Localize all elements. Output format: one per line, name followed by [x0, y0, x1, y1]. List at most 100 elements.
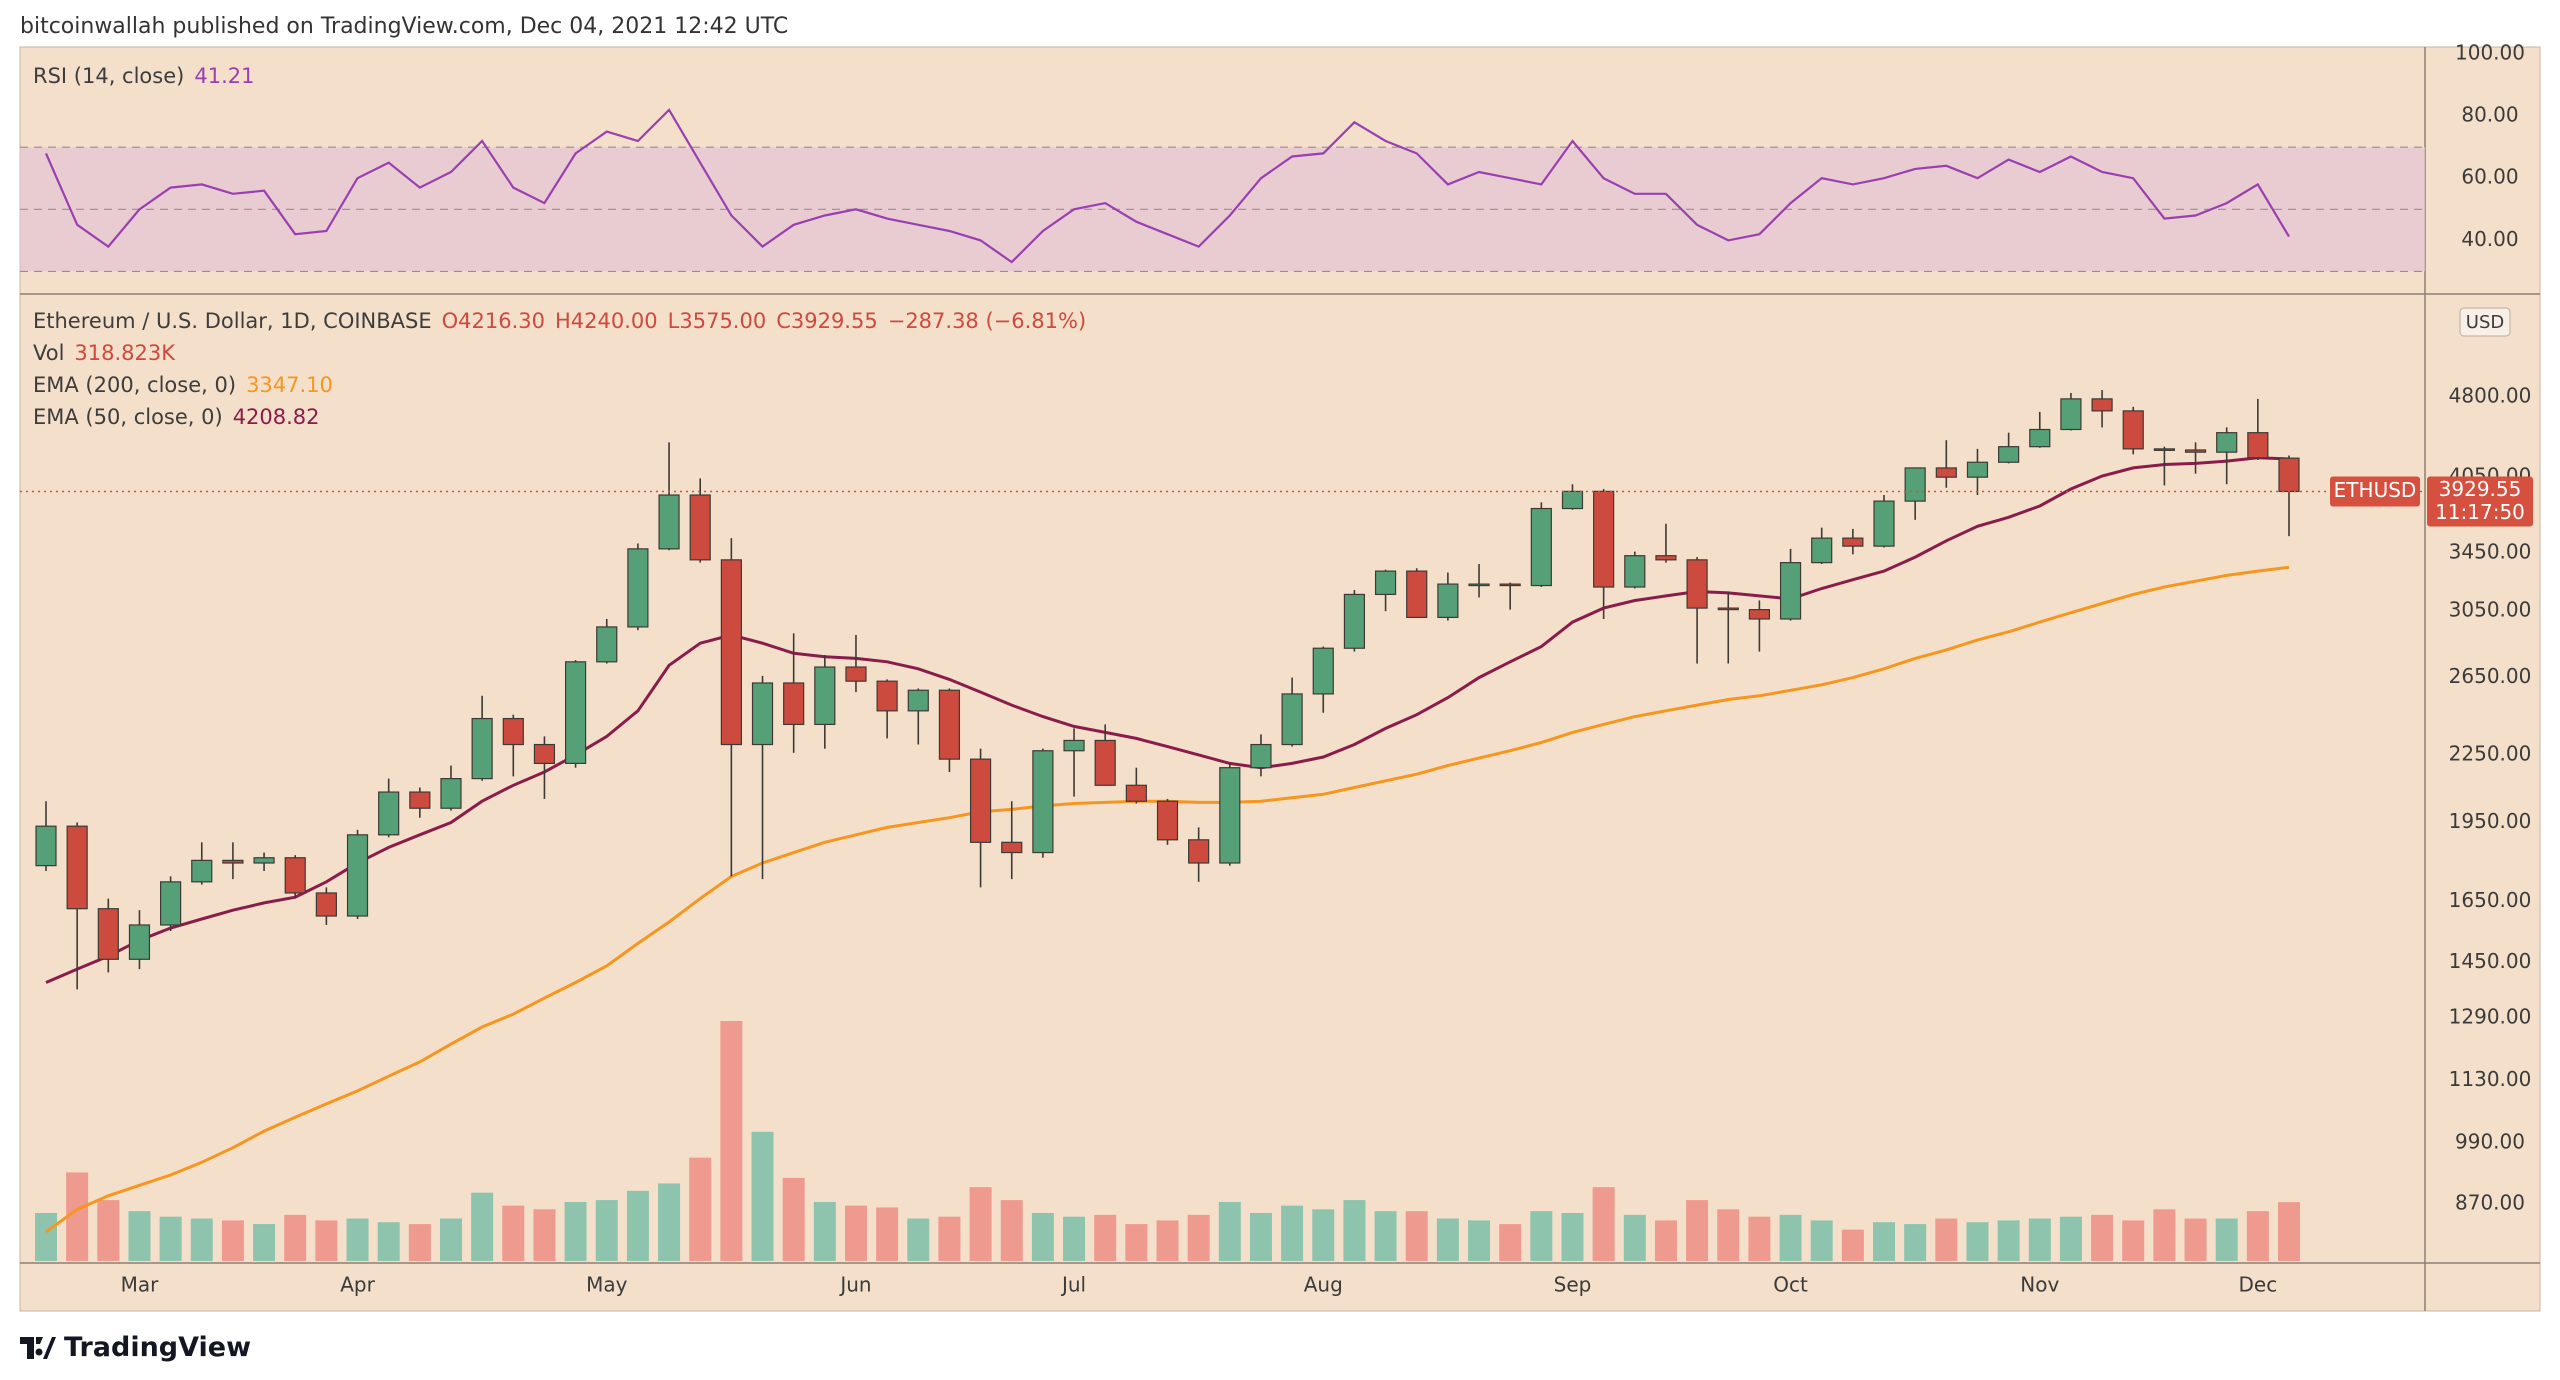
volume-bar — [377, 1222, 400, 1261]
volume-value: 318.823K — [74, 341, 176, 365]
candle-body — [1219, 767, 1241, 864]
volume-bar — [66, 1172, 89, 1261]
x-tick-label: Apr — [340, 1273, 375, 1297]
countdown-label: 11:17:50 — [2435, 500, 2525, 524]
volume-bar — [1499, 1224, 1522, 1261]
ema50-value: 4208.82 — [232, 405, 320, 429]
volume-bar — [969, 1187, 992, 1261]
ema-line — [45, 456, 2290, 984]
volume-bar — [408, 1224, 431, 1261]
x-tick-label: Oct — [1773, 1273, 1808, 1297]
volume-bar — [1187, 1214, 1210, 1261]
price-tick-label: 1650.00 — [2449, 888, 2532, 912]
price-label: 3929.55 — [2439, 477, 2522, 501]
volume-bar — [159, 1216, 182, 1261]
volume-bar — [782, 1177, 805, 1261]
x-tick-label: Sep — [1554, 1273, 1592, 1297]
x-tick-label: Nov — [2020, 1273, 2059, 1297]
volume-bar — [1623, 1214, 1646, 1261]
price-tick-label: 1130.00 — [2449, 1067, 2532, 1091]
volume-bar — [221, 1220, 244, 1261]
candle-body — [191, 859, 213, 883]
candle-body — [1312, 647, 1334, 695]
rsi-value: 41.21 — [194, 64, 255, 88]
candle-body — [1655, 555, 1677, 561]
volume-bar — [876, 1207, 899, 1261]
price-tick-label: 2250.00 — [2449, 741, 2532, 765]
volume-bar — [1374, 1211, 1397, 1261]
ema50-name: EMA (50, close, 0) — [33, 405, 223, 429]
candle-body — [1094, 739, 1116, 786]
candle-body — [1001, 841, 1023, 854]
candle-body — [596, 626, 618, 663]
x-tick-label: Aug — [1304, 1273, 1343, 1297]
candle-body — [1624, 555, 1646, 588]
volume-legend: Vol 318.823K — [33, 341, 185, 365]
ema200-value: 3347.10 — [246, 373, 333, 397]
symbol-label: ETHUSD — [2334, 478, 2417, 502]
volume-bar — [1281, 1205, 1304, 1261]
volume-bar — [1063, 1216, 1086, 1261]
volume-bar — [1779, 1214, 1802, 1261]
volume-bar — [1249, 1213, 1272, 1261]
x-tick-label: Jul — [1060, 1273, 1086, 1297]
volume-bar — [689, 1157, 712, 1261]
currency-label: USD — [2466, 312, 2504, 333]
rsi-tick-label: 60.00 — [2461, 165, 2518, 189]
ohlc-open: O4216.30 — [441, 309, 546, 333]
price-tick-label: 870.00 — [2455, 1190, 2525, 1214]
candle-body — [409, 791, 431, 809]
volume-bar — [1561, 1213, 1584, 1261]
logo — [20, 1336, 56, 1359]
candle-body — [876, 680, 898, 712]
candle-body — [128, 924, 151, 960]
candle-body — [2029, 428, 2051, 448]
volume-bar — [2153, 1209, 2176, 1261]
volume-bar — [751, 1131, 774, 1261]
candle-body — [1593, 490, 1615, 588]
volume-bar — [284, 1214, 307, 1261]
candle-body — [222, 859, 244, 864]
candle-body — [1343, 593, 1366, 649]
volume-bar — [1156, 1220, 1179, 1261]
candle-body — [1904, 467, 1926, 502]
volume-bar — [1530, 1211, 1553, 1261]
volume-bar — [1686, 1200, 1709, 1261]
rsi-tick-label: 40.00 — [2461, 227, 2518, 251]
volume-bar — [471, 1192, 494, 1261]
candle-body — [1530, 507, 1552, 587]
volume-bar — [1031, 1213, 1054, 1261]
volume-bar — [938, 1216, 961, 1261]
candle-body — [284, 857, 306, 894]
candle-body — [720, 559, 742, 746]
candle-body — [315, 892, 337, 917]
candle-body — [627, 548, 649, 628]
candle-body — [1873, 500, 1895, 547]
price-tick-label: 3450.00 — [2449, 539, 2532, 563]
candle-body — [1998, 446, 2020, 463]
candle-body — [1063, 739, 1085, 752]
volume-bar — [2059, 1216, 2082, 1261]
x-tick-label: Mar — [121, 1273, 160, 1297]
candle-body — [1468, 583, 1490, 587]
candle-body — [1156, 800, 1179, 841]
volume-bar — [907, 1218, 930, 1261]
rsi-name: RSI (14, close) — [33, 64, 185, 88]
price-box — [2427, 476, 2533, 527]
candle-body — [2216, 432, 2238, 453]
footer: TradingView — [20, 1332, 251, 1363]
candle-body — [97, 908, 119, 960]
rsi-tick-label: 80.00 — [2461, 103, 2518, 127]
volume-bar — [626, 1190, 649, 1261]
candle-body — [1717, 607, 1739, 611]
x-tick-label: Jun — [838, 1273, 871, 1297]
price-tick-label: 990.00 — [2455, 1129, 2525, 1153]
candle-body — [1406, 570, 1428, 619]
volume-bar — [35, 1213, 57, 1261]
volume-bar — [439, 1218, 462, 1261]
volume-bar — [533, 1209, 556, 1261]
candle-body — [2091, 398, 2113, 412]
ema50-legend: EMA (50, close, 0) 4208.82 — [33, 405, 330, 429]
volume-bar — [1717, 1209, 1740, 1261]
volume-bar — [1218, 1201, 1241, 1261]
